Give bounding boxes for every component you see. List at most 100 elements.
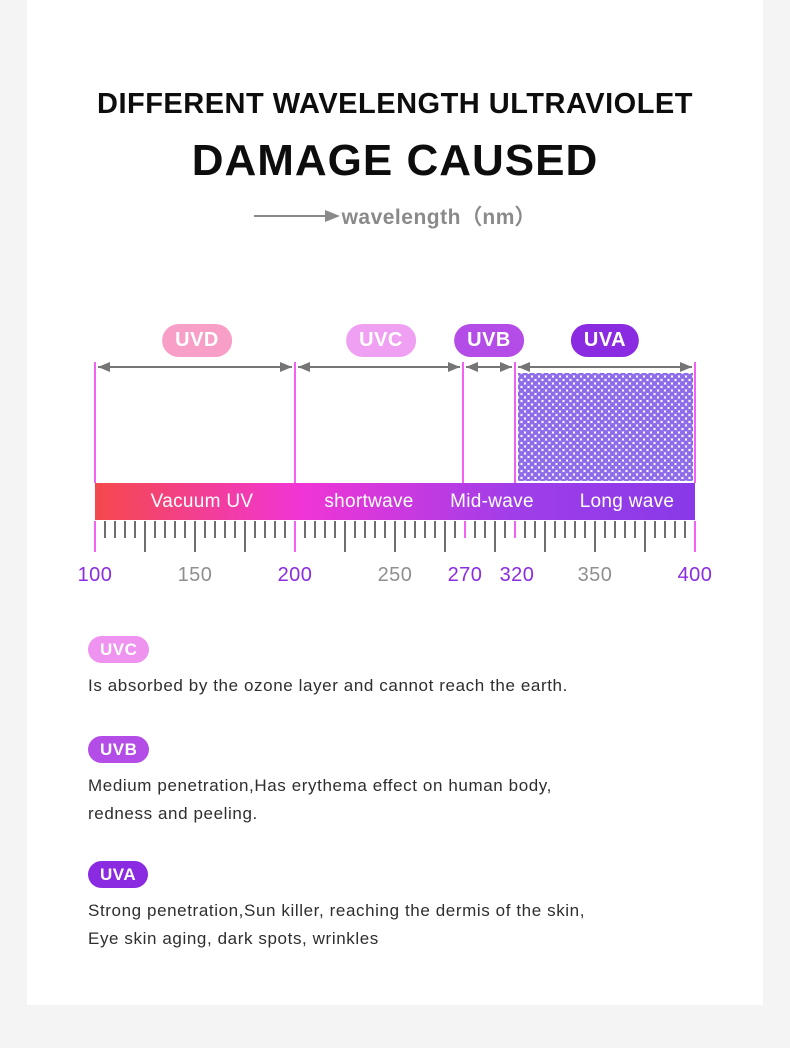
ruler-tick <box>404 521 406 538</box>
ruler-tick <box>174 521 176 538</box>
section-pill-uvc: UVC <box>88 636 150 663</box>
ruler-tick <box>354 521 356 538</box>
ruler-tick <box>504 521 506 538</box>
wavelength-axis: wavelength（nm） <box>0 200 790 232</box>
ruler-tick <box>214 521 216 538</box>
ruler-tick <box>614 521 616 538</box>
scale-number: 250 <box>377 564 413 586</box>
ruler-tick <box>134 521 136 538</box>
section-pill-uvb: UVB <box>88 736 150 763</box>
ruler-tick <box>344 521 346 552</box>
right-arrow-icon <box>253 210 340 222</box>
ruler-tick <box>694 521 696 552</box>
ruler-tick <box>104 521 106 538</box>
section-text-line: redness and peeling. <box>88 804 258 823</box>
ruler-tick <box>324 521 326 538</box>
ruler-tick <box>664 521 666 538</box>
section-text-line: Is absorbed by the ozone layer and canno… <box>88 676 568 695</box>
ruler-tick <box>254 521 256 538</box>
ruler-tick <box>604 521 606 538</box>
ruler-tick <box>594 521 596 552</box>
ruler-tick <box>234 521 236 538</box>
ruler-tick <box>514 521 516 538</box>
band-pill-uvc: UVC <box>346 324 416 357</box>
page-title: DIFFERENT WAVELENGTH ULTRAVIOLET <box>97 88 693 120</box>
ruler-tick <box>554 521 556 538</box>
ruler-tick <box>674 521 676 538</box>
ruler-tick <box>444 521 446 552</box>
ruler-tick <box>644 521 646 552</box>
ruler-tick <box>374 521 376 538</box>
ruler-tick <box>144 521 146 552</box>
spectrum-bar <box>95 483 695 520</box>
band-pill-uva: UVA <box>570 324 640 357</box>
section-text-line: Eye skin aging, dark spots, wrinkles <box>88 929 379 948</box>
ruler-tick <box>584 521 586 538</box>
legend-section: UVC Is absorbed by the ozone layer and ca… <box>88 636 718 700</box>
range-arrow <box>298 362 460 372</box>
ruler-tick <box>334 521 336 538</box>
range-arrow <box>466 362 512 372</box>
ruler-tick <box>164 521 166 538</box>
scale-number: 350 <box>577 564 613 586</box>
ruler-tick <box>154 521 156 538</box>
ruler-tick <box>204 521 206 538</box>
boundary-line <box>462 362 464 483</box>
band-pill-uvb: UVB <box>454 324 524 357</box>
ruler-tick <box>304 521 306 538</box>
ruler-tick <box>114 521 116 538</box>
band-pill-uvd: UVD <box>162 324 232 357</box>
ruler-tick <box>394 521 396 552</box>
bar-segment-label: Long wave <box>579 491 675 512</box>
ruler-tick <box>294 521 296 552</box>
ruler-tick <box>484 521 486 538</box>
ruler-tick <box>544 521 546 552</box>
ruler-tick <box>384 521 386 538</box>
ruler-tick <box>534 521 536 538</box>
scale-number: 150 <box>177 564 213 586</box>
ruler-tick <box>654 521 656 538</box>
ruler-tick <box>124 521 126 538</box>
section-pill-uva: UVA <box>88 861 149 888</box>
ruler-tick <box>194 521 196 552</box>
ruler-tick <box>364 521 366 538</box>
bar-segment-label: Vacuum UV <box>150 491 254 512</box>
legend-section: UVB Medium penetration,Has erythema effec… <box>88 736 718 828</box>
boundary-line <box>694 362 696 483</box>
ruler-tick <box>274 521 276 538</box>
ruler-tick <box>624 521 626 538</box>
ruler-tick <box>284 521 286 538</box>
ruler-tick <box>414 521 416 538</box>
scale-number: 400 <box>677 564 713 586</box>
range-arrow <box>518 362 692 372</box>
page-subtitle: DAMAGE CAUSED <box>191 136 599 185</box>
ruler-tick <box>454 521 456 538</box>
ruler-tick <box>224 521 226 538</box>
ruler-tick <box>434 521 436 538</box>
ruler-tick <box>634 521 636 538</box>
ruler-tick <box>574 521 576 538</box>
ruler-tick <box>564 521 566 538</box>
ruler-tick <box>244 521 246 552</box>
scale-number: 320 <box>499 564 535 586</box>
bar-segment-label: Mid-wave <box>450 491 534 512</box>
ruler-tick <box>474 521 476 538</box>
boundary-line <box>514 362 516 483</box>
scale-number: 270 <box>447 564 483 586</box>
section-text-line: Medium penetration,Has erythema effect o… <box>88 776 552 795</box>
axis-label: wavelength（nm） <box>341 206 537 229</box>
boundary-line <box>94 362 96 483</box>
ruler-tick <box>264 521 266 538</box>
ruler-tick <box>424 521 426 538</box>
ruler-tick <box>184 521 186 538</box>
legend-section: UVA Strong penetration,Sun killer, reachi… <box>88 861 718 953</box>
boundary-line <box>294 362 296 483</box>
scale-number: 200 <box>277 564 313 586</box>
uva-hatched-region <box>518 373 693 481</box>
section-text-line: Strong penetration,Sun killer, reaching … <box>88 901 586 920</box>
scale-number: 100 <box>77 564 113 586</box>
ruler-tick <box>684 521 686 538</box>
ruler-tick <box>464 521 466 538</box>
range-arrow <box>98 362 292 372</box>
